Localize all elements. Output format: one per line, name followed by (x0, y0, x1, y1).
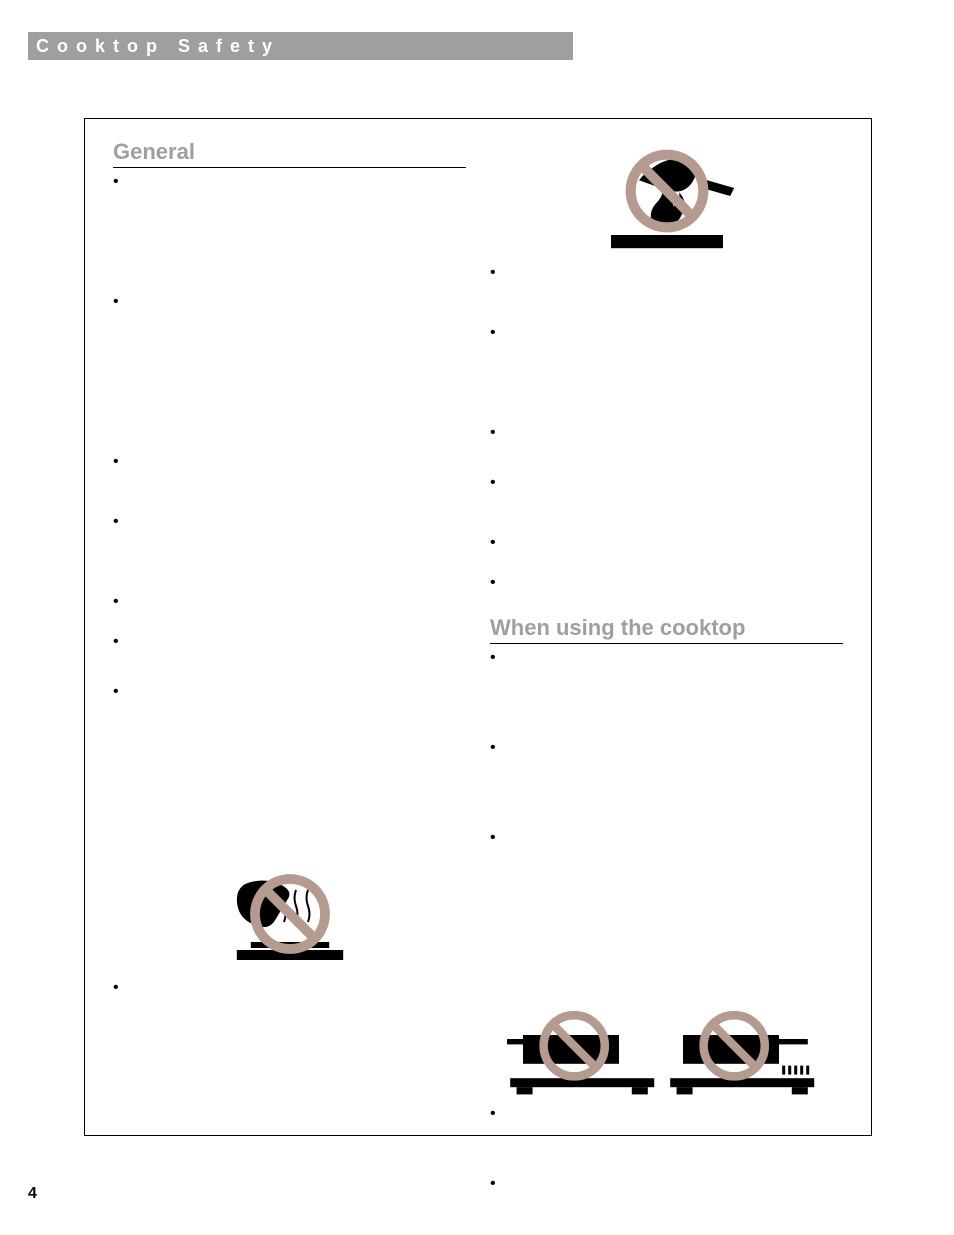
bullet-item (113, 594, 466, 634)
header-bar: Cooktop Safety (28, 32, 573, 60)
bullet-item (490, 575, 843, 605)
no-hand-over-flame-icon (490, 147, 843, 257)
no-pot-overhang-icons (490, 1008, 843, 1098)
bullet-item (113, 980, 466, 1180)
content-box: General When using the cooktop (84, 118, 872, 1136)
section-title-general: General (113, 139, 466, 168)
page-number: 4 (28, 1185, 37, 1203)
bullet-item (113, 634, 466, 684)
no-touch-hot-surface-icon (113, 872, 466, 972)
bullet-item (490, 1176, 843, 1216)
header-title: Cooktop Safety (36, 36, 280, 57)
bullet-item (490, 265, 843, 325)
section-title-when-using: When using the cooktop (490, 615, 843, 644)
bullet-item (490, 425, 843, 475)
bullet-item (113, 454, 466, 514)
bullet-item (490, 535, 843, 575)
bullet-item (490, 830, 843, 1000)
bullet-item (490, 740, 843, 830)
right-bullet-list-2 (490, 650, 843, 1216)
left-bullet-list (113, 174, 466, 1180)
right-column: When using the cooktop (490, 139, 843, 1115)
bullet-item (490, 650, 843, 740)
bullet-item (113, 684, 466, 864)
bullet-item (490, 325, 843, 425)
right-bullet-list-1 (490, 265, 843, 605)
bullet-item (490, 1106, 843, 1176)
bullet-item (113, 294, 466, 454)
bullet-item (490, 475, 843, 535)
bullet-item (113, 514, 466, 594)
left-column: General (113, 139, 466, 1115)
bullet-item (113, 174, 466, 294)
